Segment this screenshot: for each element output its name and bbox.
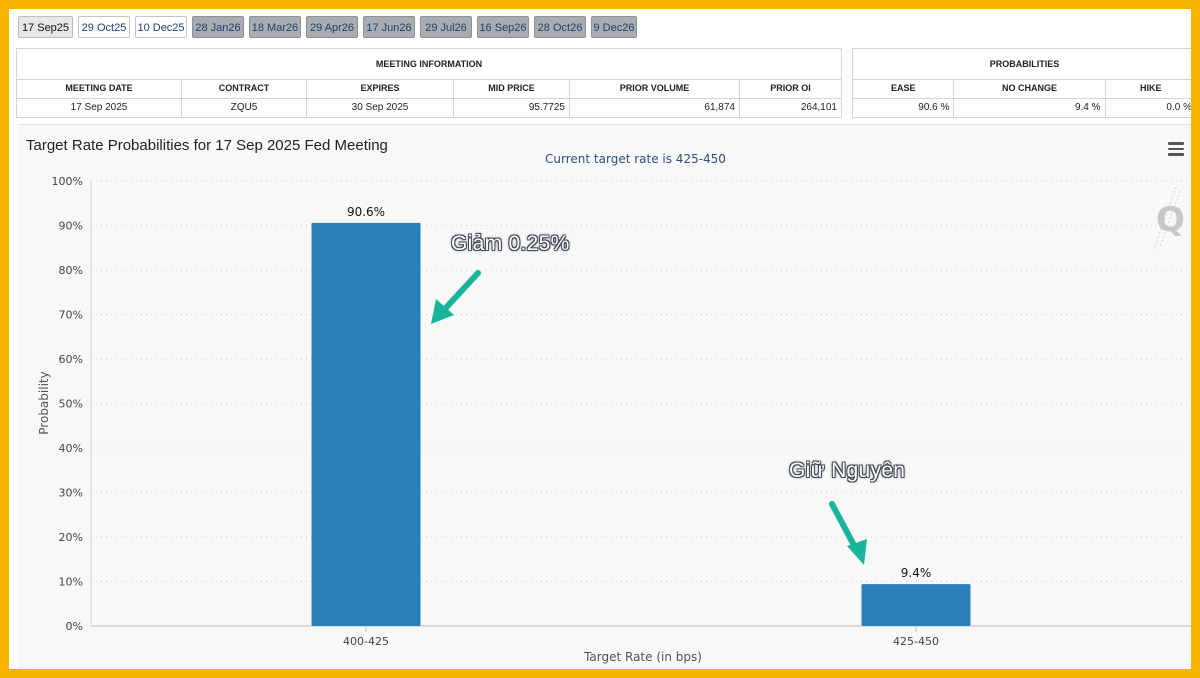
cell-ease: 90.6 % xyxy=(853,98,955,118)
y-tick-label: 50% xyxy=(59,398,83,411)
cell-meeting-date: 17 Sep 2025 xyxy=(17,98,182,118)
probabilities-header-row: EASE NO CHANGE HIKE xyxy=(853,79,1191,99)
annotation-cut: Giảm 0.25% xyxy=(451,232,570,255)
tab-29-oct25[interactable]: 29 Oct25 xyxy=(78,16,130,38)
header-contract: CONTRACT xyxy=(182,79,307,98)
x-tick-label: 425-450 xyxy=(893,635,939,648)
annotation-hold: Giữ Nguyên xyxy=(789,459,906,482)
header-mid-price: MID PRICE xyxy=(454,79,570,98)
y-tick-label: 10% xyxy=(59,576,83,589)
cell-no-change: 9.4 % xyxy=(954,98,1106,118)
cell-hike: 0.0 % xyxy=(1166,102,1191,113)
bar-data-label: 9.4% xyxy=(901,566,932,580)
y-axis-label: Probability xyxy=(37,371,51,434)
tab-10-dec25[interactable]: 10 Dec25 xyxy=(135,16,187,38)
bar-400-425[interactable] xyxy=(311,222,421,626)
tab-16-sep26[interactable]: 16 Sep26 xyxy=(477,16,529,38)
bar-chart: 0% 10% 20% 30% 40% 50% 60% 70% 80% 90% 100% 90.6% 9… xyxy=(37,175,1191,664)
chart-title: Target Rate Probabilities for 17 Sep 202… xyxy=(26,137,388,154)
header-no-change: NO CHANGE xyxy=(954,79,1106,98)
cell-expires: 30 Sep 2025 xyxy=(307,98,454,118)
y-tick-label: 90% xyxy=(59,220,83,233)
table-row: 90.6 % 9.4 % 0.0 % xyxy=(853,98,1191,118)
bar-data-label: 90.6% xyxy=(347,205,385,219)
bar-425-450[interactable] xyxy=(861,584,971,626)
cell-prior-volume: 61,874 xyxy=(570,98,740,118)
tab-29-jul26[interactable]: 29 Jul26 xyxy=(420,16,472,38)
header-prior-volume: PRIOR VOLUME xyxy=(570,79,740,98)
tab-29-apr26[interactable]: 29 Apr26 xyxy=(306,16,358,38)
y-tick-label: 40% xyxy=(59,442,83,455)
y-tick-label: 100% xyxy=(52,175,83,188)
tab-9-dec26[interactable]: 9 Dec26 xyxy=(591,16,637,38)
probabilities-title: PROBABILITIES xyxy=(853,49,1191,80)
tab-17-sep25[interactable]: 17 Sep25 xyxy=(18,16,73,38)
header-ease: EASE xyxy=(853,79,955,98)
header-expires: EXPIRES xyxy=(307,79,454,98)
header-prior-oi: PRIOR OI xyxy=(770,83,811,93)
meeting-information-header-row: MEETING DATE CONTRACT EXPIRES MID PRICE … xyxy=(17,79,841,99)
meeting-information-title: MEETING INFORMATION xyxy=(17,49,841,80)
y-tick-label: 0% xyxy=(66,620,83,633)
cell-prior-oi: 264,101 xyxy=(800,102,837,113)
tab-17-jun26[interactable]: 17 Jun26 xyxy=(363,16,415,38)
page-frame: 17 Sep25 29 Oct25 10 Dec25 28 Jan26 18 Mar26… xyxy=(9,9,1191,669)
quikstrike-logo-icon: Q xyxy=(1153,186,1185,250)
arrow-icon xyxy=(431,270,481,324)
tab-28-jan26[interactable]: 28 Jan26 xyxy=(192,16,244,38)
x-axis-label: Target Rate (in bps) xyxy=(583,650,702,664)
header-hike: HIKE xyxy=(1140,83,1162,93)
tab-18-mar26[interactable]: 18 Mar26 xyxy=(249,16,301,38)
cell-mid-price: 95.7725 xyxy=(454,98,570,118)
tab-28-oct26[interactable]: 28 Oct26 xyxy=(534,16,586,38)
y-tick-label: 80% xyxy=(59,264,83,277)
y-tick-label: 70% xyxy=(59,309,83,322)
header-meeting-date: MEETING DATE xyxy=(17,79,182,98)
x-tick-label: 400-425 xyxy=(343,635,389,648)
chart-subtitle: Current target rate is 425-450 xyxy=(545,152,726,166)
y-tick-label: 60% xyxy=(59,353,83,366)
chart-panel: Target Rate Probabilities for 17 Sep 202… xyxy=(18,124,1191,669)
svg-text:Q: Q xyxy=(1156,200,1185,240)
probabilities-table: PROBABILITIES EASE NO CHANGE HIKE 90.6 %… xyxy=(852,48,1191,118)
meeting-information-table: MEETING INFORMATION MEETING DATE CONTRAC… xyxy=(16,48,842,118)
y-tick-label: 20% xyxy=(59,531,83,544)
cell-contract: ZQU5 xyxy=(182,98,307,118)
y-tick-label: 30% xyxy=(59,487,83,500)
table-row: 17 Sep 2025 ZQU5 30 Sep 2025 95.7725 61,… xyxy=(17,98,841,118)
chart-menu-icon[interactable] xyxy=(1168,142,1184,156)
arrow-icon xyxy=(829,501,867,565)
